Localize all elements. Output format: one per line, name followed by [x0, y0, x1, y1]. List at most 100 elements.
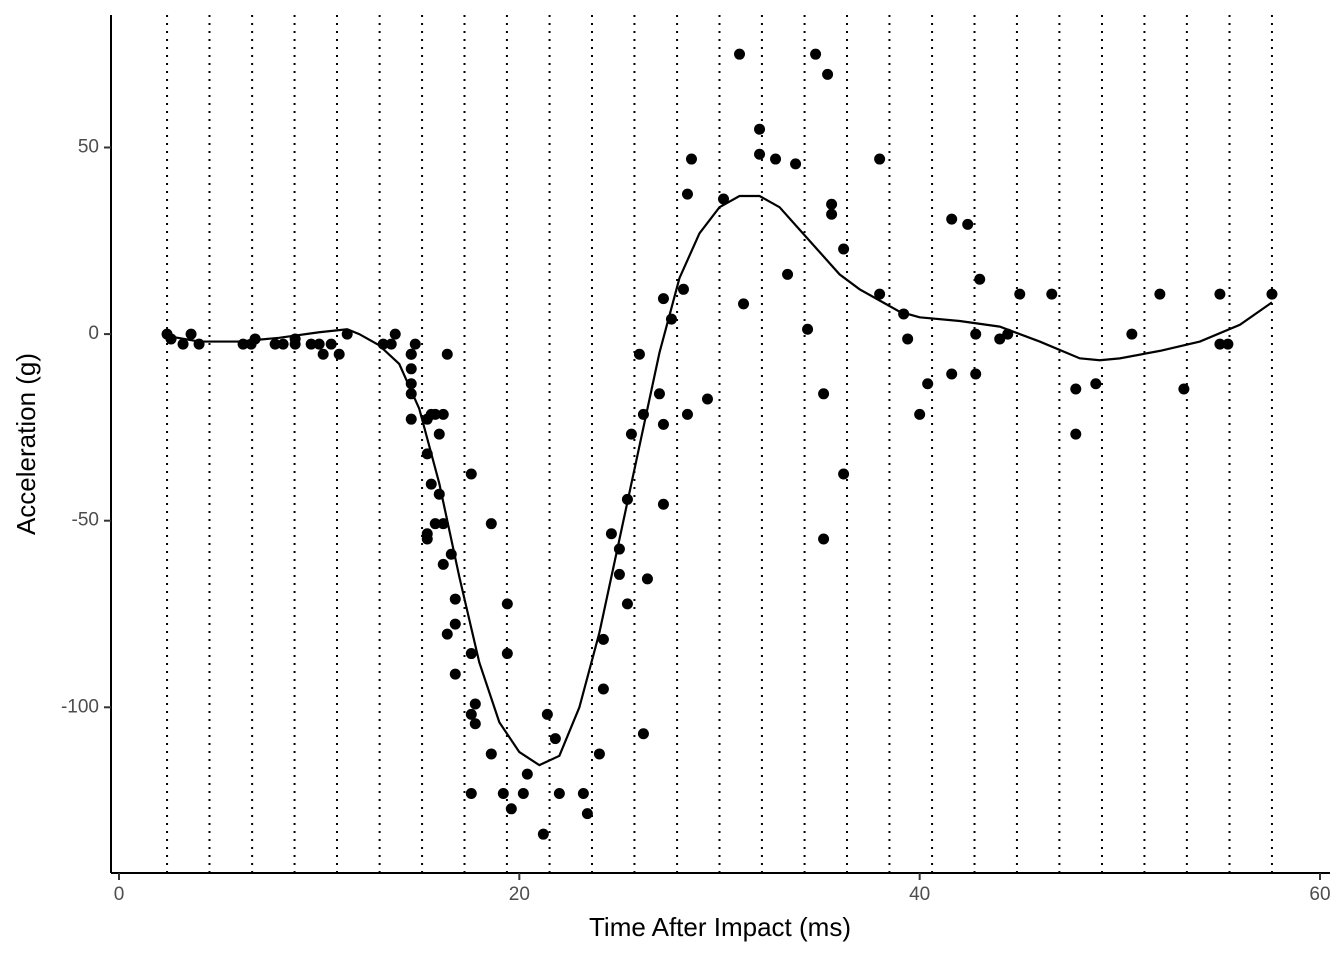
point	[325, 338, 337, 350]
point	[754, 148, 766, 160]
point	[429, 518, 441, 530]
point	[826, 208, 838, 220]
point	[633, 348, 645, 360]
point	[802, 323, 814, 335]
point	[641, 573, 653, 585]
point	[549, 733, 561, 745]
point	[177, 338, 189, 350]
point	[425, 478, 437, 490]
point	[681, 408, 693, 420]
point	[437, 408, 449, 420]
point	[734, 48, 746, 60]
point	[738, 298, 750, 310]
point	[553, 788, 565, 800]
point	[1070, 428, 1082, 440]
point	[1154, 288, 1166, 300]
point	[1014, 288, 1026, 300]
point	[269, 338, 281, 350]
point	[313, 338, 325, 350]
point	[838, 243, 850, 255]
y-tick-label: -50	[72, 510, 99, 531]
point	[541, 708, 553, 720]
point	[449, 618, 461, 630]
point	[685, 153, 697, 165]
point	[449, 668, 461, 680]
y-axis-title: Acceleration (g)	[11, 353, 41, 535]
point	[593, 748, 605, 760]
point	[517, 788, 529, 800]
point	[449, 593, 461, 605]
point	[469, 698, 481, 710]
x-tick-label: 20	[509, 884, 530, 905]
point	[289, 338, 301, 350]
point	[970, 328, 982, 340]
point	[874, 153, 886, 165]
point	[433, 428, 445, 440]
point	[597, 683, 609, 695]
point	[505, 803, 517, 815]
point	[485, 518, 497, 530]
point	[621, 598, 633, 610]
point	[437, 518, 449, 530]
point	[1214, 338, 1226, 350]
point	[333, 348, 345, 360]
point	[970, 368, 982, 380]
point	[677, 283, 689, 295]
point	[389, 328, 401, 340]
point	[597, 633, 609, 645]
point	[625, 428, 637, 440]
point	[465, 708, 477, 720]
point	[962, 218, 974, 230]
point	[249, 333, 261, 345]
point	[754, 123, 766, 135]
x-axis-title: Time After Impact (ms)	[589, 912, 851, 942]
point	[1070, 383, 1082, 395]
point	[405, 413, 417, 425]
point	[605, 528, 617, 540]
x-tick-label: 40	[909, 884, 930, 905]
point	[922, 378, 934, 390]
point	[818, 533, 830, 545]
point	[657, 293, 669, 305]
point	[537, 828, 549, 840]
point	[826, 198, 838, 210]
point	[501, 648, 513, 660]
point	[421, 533, 433, 545]
point	[653, 388, 665, 400]
point	[818, 388, 830, 400]
point	[838, 468, 850, 480]
point	[874, 288, 886, 300]
point	[1266, 288, 1278, 300]
y-tick-label: -100	[61, 696, 99, 717]
point	[465, 648, 477, 660]
point	[946, 213, 958, 225]
point	[902, 333, 914, 345]
point	[810, 48, 822, 60]
point	[521, 768, 533, 780]
point	[485, 748, 497, 760]
point	[657, 498, 669, 510]
point	[317, 348, 329, 360]
point	[277, 338, 289, 350]
point	[429, 408, 441, 420]
point	[501, 598, 513, 610]
point	[465, 788, 477, 800]
point	[782, 268, 794, 280]
point	[613, 568, 625, 580]
point	[405, 363, 417, 375]
point	[437, 558, 449, 570]
point	[637, 728, 649, 740]
point	[1126, 328, 1138, 340]
point	[385, 338, 397, 350]
point	[1178, 383, 1190, 395]
point	[718, 193, 730, 205]
point	[1090, 378, 1102, 390]
point	[497, 788, 509, 800]
point	[409, 338, 421, 350]
x-tick-label: 0	[114, 884, 125, 905]
x-tick-label: 60	[1309, 884, 1330, 905]
point	[441, 628, 453, 640]
point	[914, 408, 926, 420]
point	[770, 153, 782, 165]
